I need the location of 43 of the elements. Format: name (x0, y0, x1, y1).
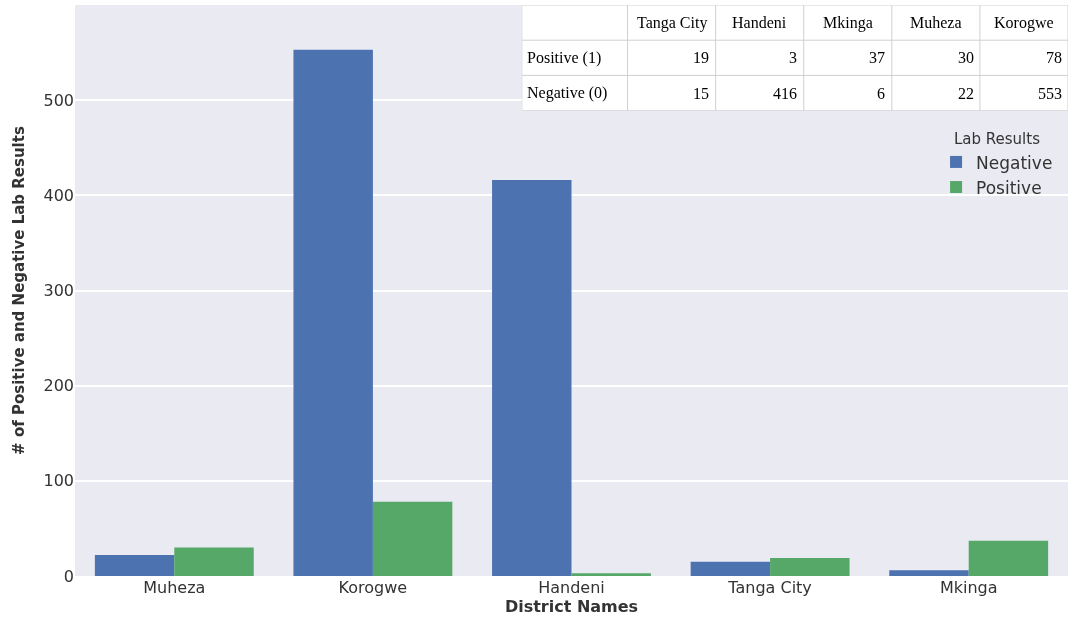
legend-label: Negative (976, 152, 1053, 173)
data-label: 30 (958, 49, 974, 66)
y-tick-label: 300 (43, 281, 74, 301)
legend-title: Lab Results (953, 130, 1041, 149)
bar (492, 180, 572, 576)
x-tick-label: Muheza (143, 578, 206, 597)
x-tick-label: Mkinga (823, 14, 873, 32)
x-tick-label: Handeni (732, 14, 787, 31)
x-tick-label: Korogwe (994, 14, 1054, 32)
x-tick-label: Handeni (538, 578, 605, 597)
x-tick-label: Tanga City (637, 14, 708, 32)
bar (293, 49, 373, 576)
x-tick-label: Korogwe (338, 578, 408, 597)
bar (889, 570, 969, 576)
y-tick-label: 0 (63, 566, 74, 586)
x-axis-title: District Names (504, 597, 639, 616)
data-label: 22 (958, 85, 974, 102)
data-label: 19 (693, 49, 709, 66)
y-tick-label: Negative (0) (527, 84, 608, 102)
x-tick-label: Muheza (910, 14, 962, 31)
x-tick-label: Tanga City (727, 578, 812, 597)
data-label: 3 (789, 49, 797, 66)
legend-label: Positive (976, 177, 1042, 198)
y-tick-label: 100 (43, 471, 74, 491)
y-tick-label: Positive (1) (527, 49, 602, 67)
data-label: 15 (693, 85, 709, 102)
bar (770, 557, 850, 576)
y-tick-label: 500 (43, 90, 74, 110)
data-label: 416 (773, 85, 797, 102)
y-tick-label: 400 (43, 185, 74, 205)
bar (372, 501, 453, 576)
y-tick-label: 200 (43, 376, 74, 396)
bar (174, 547, 254, 576)
data-label: 6 (877, 85, 885, 102)
bar (571, 573, 651, 576)
y-axis-title: # of Positive and Negative Lab Results (9, 126, 28, 455)
data-label: 78 (1046, 49, 1062, 66)
x-tick-label: Mkinga (939, 578, 998, 597)
bar (94, 555, 175, 576)
bar (968, 540, 1049, 576)
data-label: 37 (869, 49, 885, 66)
bar (690, 561, 771, 576)
data-label: 553 (1038, 85, 1062, 102)
